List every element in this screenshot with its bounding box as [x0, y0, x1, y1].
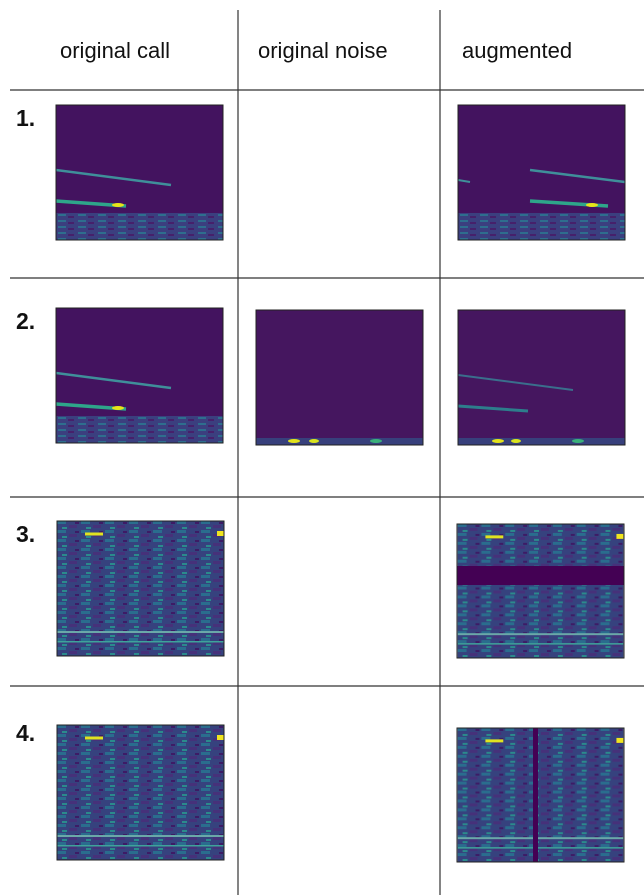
spectrogram	[56, 105, 223, 240]
row-label: 3.	[16, 521, 35, 547]
spectrogram	[458, 310, 625, 445]
column-header: augmented	[462, 38, 572, 63]
spectrogram	[57, 521, 224, 656]
row-label: 1.	[16, 105, 35, 131]
spectrogram	[457, 524, 624, 658]
page: original call original noise augmented 1…	[0, 0, 644, 895]
column-header: original call	[60, 38, 170, 63]
spectrogram	[56, 308, 223, 443]
figure: original call original noise augmented 1…	[0, 0, 644, 895]
spectrogram	[458, 105, 625, 240]
spectrogram	[57, 725, 224, 860]
row-label: 4.	[16, 720, 35, 746]
spectrogram	[457, 728, 624, 862]
spectrogram	[256, 310, 423, 445]
column-header: original noise	[258, 38, 388, 63]
row-label: 2.	[16, 308, 35, 334]
